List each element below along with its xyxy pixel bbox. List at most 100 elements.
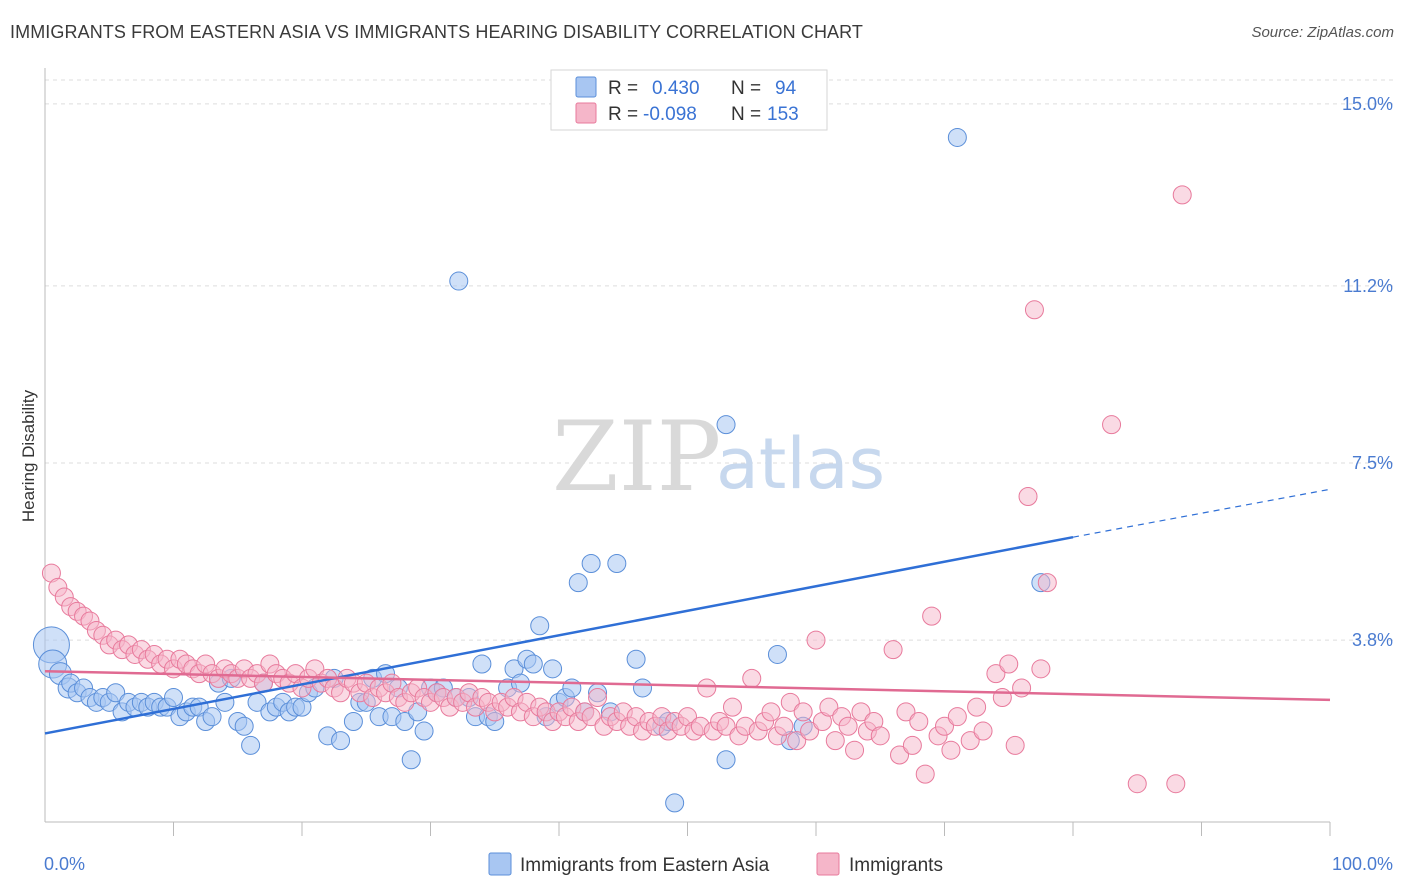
watermark-zip: ZIP <box>552 401 721 513</box>
point-eastern-asia-72 <box>530 616 550 636</box>
point-immigrants-84 <box>581 707 601 727</box>
point-eastern-asia-80 <box>581 553 601 573</box>
y-tick-label-3: 15.0% <box>1342 94 1393 114</box>
point-immigrants-116 <box>787 731 807 751</box>
point-immigrants-129 <box>870 726 890 746</box>
point-immigrants-117 <box>793 702 813 722</box>
x-tick-min: 0.0% <box>44 854 85 874</box>
point-eastern-asia-20 <box>164 688 183 708</box>
point-immigrants-143 <box>973 721 993 741</box>
point-immigrants-149 <box>1031 659 1051 679</box>
point-eastern-asia-94 <box>449 271 469 291</box>
point-eastern-asia-93 <box>947 127 967 147</box>
point-immigrants-153 <box>1102 415 1122 435</box>
point-immigrants-154 <box>1166 774 1186 794</box>
y-axis-label: Hearing Disability <box>19 389 38 522</box>
point-eastern-asia-54 <box>395 711 415 731</box>
point-immigrants-146 <box>999 654 1019 674</box>
point-immigrants-134 <box>909 711 929 731</box>
point-eastern-asia-57 <box>414 721 434 741</box>
point-immigrants-156 <box>1127 774 1147 794</box>
stats-r-label-1: R = <box>608 78 638 99</box>
x-tick-max: 100.0% <box>1332 854 1393 874</box>
watermark-atlas: atlas <box>716 423 885 505</box>
point-eastern-asia-64 <box>472 654 492 674</box>
trend-lines <box>44 488 1331 735</box>
point-immigrants-130 <box>883 640 903 660</box>
point-eastern-asia-74 <box>543 659 563 679</box>
legend-label-eastern-asia: Immigrants from Eastern Asia <box>520 855 770 876</box>
stats-r-value-2: -0.098 <box>643 104 697 125</box>
point-eastern-asia-88 <box>665 793 685 813</box>
point-immigrants-150 <box>1037 573 1057 593</box>
point-eastern-asia-90 <box>767 644 787 664</box>
stats-r-value-1: 0.430 <box>652 78 700 99</box>
y-tick-labels: 3.8% 7.5% 11.2% 15.0% <box>1342 94 1393 650</box>
legend-swatch-immigrants <box>816 852 840 876</box>
point-immigrants-121 <box>819 697 839 717</box>
point-immigrants-135 <box>915 764 935 784</box>
point-immigrants-138 <box>935 716 954 736</box>
watermark: ZIP atlas <box>552 401 885 513</box>
point-immigrants-126 <box>851 702 871 722</box>
trend-line-eastern-asia <box>44 535 1074 735</box>
point-immigrants-112 <box>761 702 781 722</box>
point-immigrants-139 <box>941 740 961 760</box>
chart-title: IMMIGRANTS FROM EASTERN ASIA VS IMMIGRAN… <box>10 22 864 42</box>
point-immigrants-102 <box>697 678 717 698</box>
point-eastern-asia-78 <box>568 573 588 593</box>
point-eastern-asia-71 <box>523 654 543 674</box>
point-immigrants-125 <box>845 740 865 760</box>
stats-swatch-blue <box>575 76 597 98</box>
point-immigrants-106 <box>722 697 742 717</box>
point-immigrants-105 <box>716 716 736 736</box>
point-immigrants-136 <box>922 606 942 626</box>
point-eastern-asia-26 <box>202 707 222 727</box>
point-immigrants-141 <box>960 731 980 751</box>
point-eastern-asia-31 <box>234 716 254 736</box>
point-eastern-asia-89 <box>716 750 736 770</box>
point-eastern-asia-55 <box>401 750 421 770</box>
source-credit: Source: ZipAtlas.com <box>1251 24 1394 41</box>
point-eastern-asia-84 <box>626 649 646 669</box>
point-immigrants-131 <box>890 745 910 765</box>
point-immigrants-132 <box>896 702 916 722</box>
stats-swatch-pink <box>575 102 597 124</box>
point-eastern-asia-46 <box>343 711 363 731</box>
stats-n-value-2: 153 <box>767 104 799 125</box>
point-immigrants-85 <box>588 688 608 708</box>
legend: Immigrants from Eastern Asia Immigrants <box>488 852 943 876</box>
point-eastern-asia-95 <box>716 415 736 435</box>
point-immigrants-142 <box>967 697 987 717</box>
point-immigrants-124 <box>838 716 858 736</box>
point-immigrants-133 <box>902 735 922 755</box>
point-immigrants-151 <box>1018 486 1038 506</box>
point-eastern-asia-45 <box>331 731 351 751</box>
point-eastern-asia-11 <box>106 683 126 703</box>
point-immigrants-147 <box>1005 735 1025 755</box>
stats-r-label-2: R = <box>608 104 638 125</box>
point-eastern-asia-83 <box>607 553 627 573</box>
point-immigrants-114 <box>774 716 794 736</box>
legend-swatch-eastern-asia <box>488 852 512 876</box>
point-immigrants-115 <box>780 692 800 712</box>
point-immigrants-119 <box>806 630 826 650</box>
point-eastern-asia-28 <box>215 692 235 712</box>
point-immigrants-144 <box>986 664 1006 684</box>
trend-line-eastern-asia-extension <box>1072 488 1331 538</box>
y-tick-label-0: 3.8% <box>1352 630 1393 650</box>
point-immigrants-155 <box>1172 185 1192 205</box>
y-tick-label-2: 11.2% <box>1343 276 1393 296</box>
point-immigrants-118 <box>800 721 820 741</box>
axes <box>44 68 1331 836</box>
legend-label-immigrants: Immigrants <box>849 855 943 876</box>
stats-n-label-1: N = <box>731 78 761 99</box>
point-immigrants-152 <box>1024 300 1044 320</box>
trend-line-immigrants <box>44 669 1331 702</box>
point-immigrants-122 <box>825 731 845 751</box>
y-tick-label-1: 7.5% <box>1352 453 1393 473</box>
point-immigrants-109 <box>742 668 762 688</box>
gridlines <box>45 79 1393 641</box>
point-immigrants-140 <box>947 707 967 727</box>
